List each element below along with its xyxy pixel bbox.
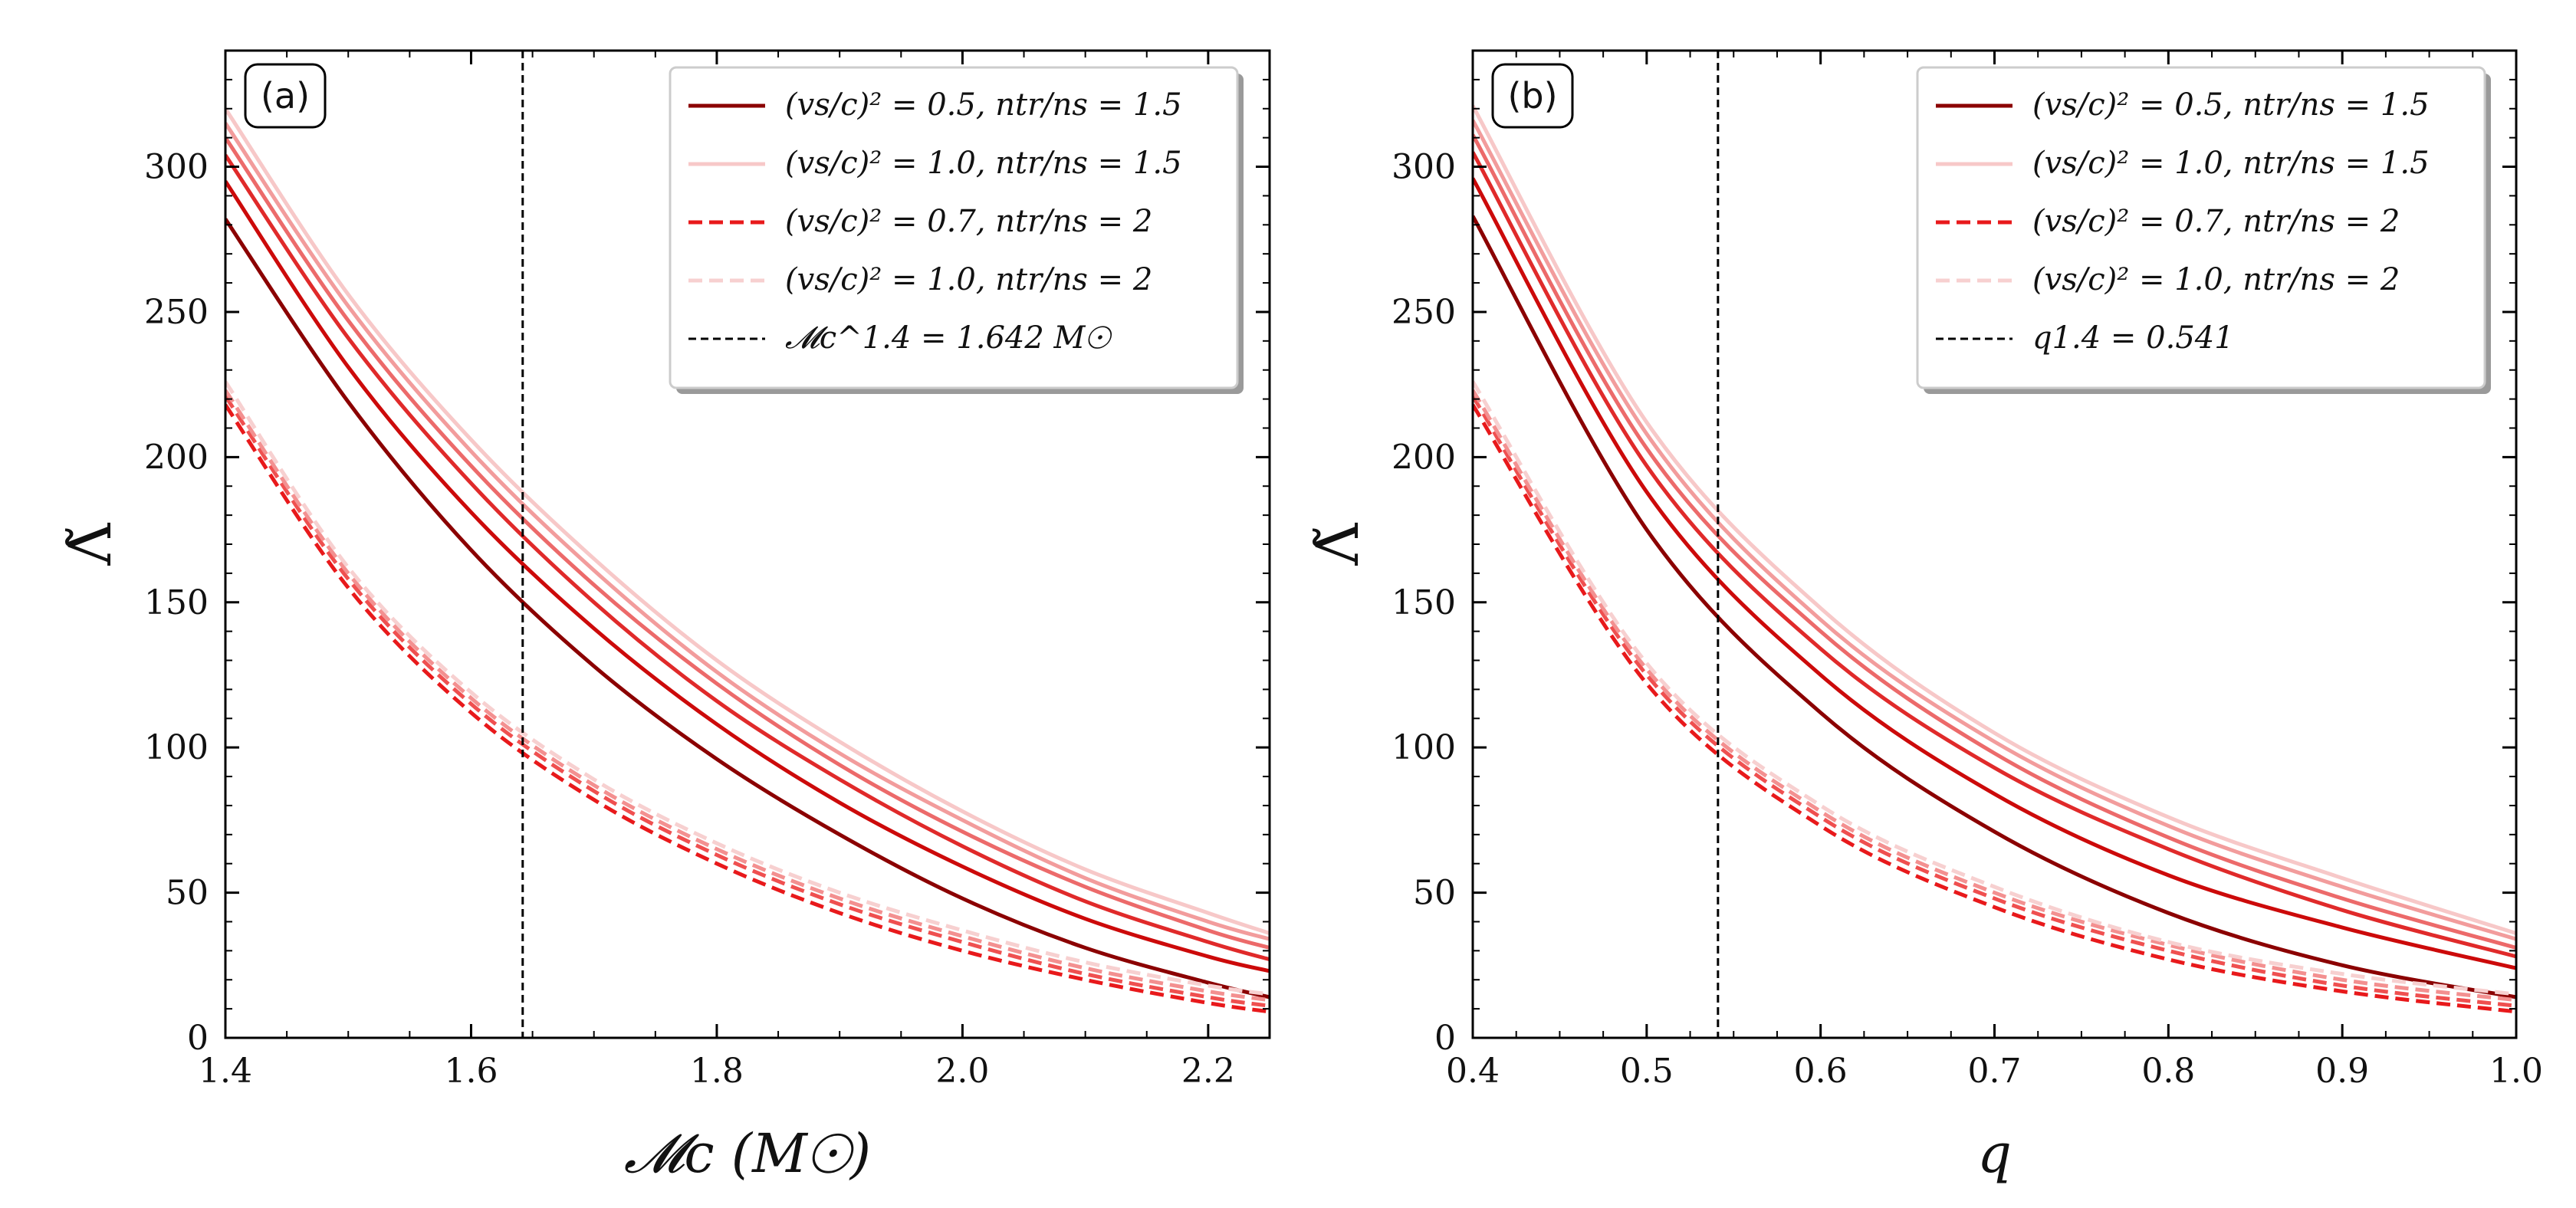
x-tick-label: 0.4: [1446, 1052, 1500, 1091]
y-tick-label: 250: [144, 293, 209, 332]
series-line-9: [1473, 380, 2516, 996]
series-line-1: [225, 180, 1270, 973]
series-line-5: [1473, 104, 2516, 936]
x-tick-label: 1.0: [2489, 1052, 2543, 1091]
legend-entry-label: q1.4 = 0.541: [2032, 320, 2234, 356]
panel-tag: (b): [1491, 63, 1574, 129]
y-tick-label: 300: [144, 148, 209, 187]
series-line-8: [1473, 389, 2516, 1003]
series-line-1: [1473, 177, 2516, 970]
panel-b: 0.4 0.5 0.6 0.7 0.8 0.9 1.0 0 50 100 150 200 250 300 q…: [1303, 49, 2543, 1185]
panel-a: 1.4 1.6 1.8 2.0 2.2 0 50 100 150 200 250 300 𝓜c (M☉)…: [56, 49, 1271, 1185]
y-tick-label: 200: [1392, 438, 1456, 477]
x-tick-label: 0.8: [2141, 1052, 2195, 1091]
legend-entry-label: (vs/c)² = 0.5, ntr/ns = 1.5: [785, 87, 1182, 123]
legend-entry-label: (vs/c)² = 1.0, ntr/ns = 1.5: [785, 146, 1182, 181]
y-tick-label: 250: [1392, 293, 1456, 332]
y-tick-label: 300: [1392, 148, 1456, 187]
y-axis-label: Λ̃: [56, 522, 124, 566]
y-tick-label: 100: [144, 728, 209, 767]
x-tick-label: 0.7: [1968, 1052, 2022, 1091]
x-axis-label: 𝓜c (M☉): [624, 1122, 871, 1185]
panel-tag: (a): [244, 63, 327, 129]
series-line-7: [225, 395, 1270, 1008]
legend: (vs/c)² = 0.5, ntr/ns = 1.5 (vs/c)² = 1.0…: [1916, 66, 2491, 394]
series-line-3: [1473, 133, 2516, 950]
series-group: [1473, 104, 2516, 1014]
series-line-8: [225, 389, 1270, 1003]
series-line-9: [225, 380, 1270, 996]
y-tick-label: 50: [1413, 874, 1456, 913]
series-line-3: [225, 136, 1270, 950]
x-axis-label: q: [1977, 1122, 2012, 1185]
y-tick-label: 150: [144, 583, 209, 622]
y-tick-label: 200: [144, 438, 209, 477]
x-tick-label: 1.6: [444, 1052, 498, 1091]
series-line-4: [225, 122, 1270, 941]
panel-tag-box: [244, 63, 327, 129]
legend-entry-label: 𝓜c^1.4 = 1.642 M☉: [785, 320, 1112, 356]
x-tick-label: 1.4: [199, 1052, 252, 1091]
x-tick-label: 0.6: [1794, 1052, 1848, 1091]
series-line-2: [225, 153, 1270, 962]
legend-entry-label: (vs/c)² = 1.0, ntr/ns = 2: [785, 262, 1152, 297]
x-tick-label: 1.8: [690, 1052, 744, 1091]
y-tick-label: 0: [1434, 1019, 1456, 1058]
series-line-6: [1473, 403, 2516, 1014]
panel-tag-box: [1491, 63, 1574, 129]
y-tick-label: 100: [1392, 728, 1456, 767]
legend-box: [1916, 66, 2486, 389]
legend-entry-label: (vs/c)² = 1.0, ntr/ns = 1.5: [2032, 146, 2430, 181]
y-tick-label: 150: [1392, 583, 1456, 622]
y-tick-label: 50: [166, 874, 209, 913]
series-line-6: [225, 403, 1270, 1014]
panel-tag-label: (a): [261, 75, 310, 117]
x-tick-label: 2.0: [935, 1052, 989, 1091]
series-line-0: [225, 218, 1270, 1000]
y-tick-label: 0: [187, 1019, 209, 1058]
legend-entry-label: (vs/c)² = 1.0, ntr/ns = 2: [2032, 262, 2400, 297]
x-tick-label: 0.9: [2315, 1052, 2369, 1091]
series-line-5: [225, 107, 1270, 935]
series-line-4: [1473, 119, 2516, 941]
panel-tag-label: (b): [1507, 75, 1557, 117]
series-line-7: [1473, 395, 2516, 1008]
legend-entry-label: (vs/c)² = 0.7, ntr/ns = 2: [785, 204, 1152, 239]
x-tick-label: 0.5: [1620, 1052, 1674, 1091]
series-line-0: [1473, 215, 2516, 1000]
series-group: [225, 107, 1270, 1014]
legend-box: [669, 66, 1239, 389]
legend: (vs/c)² = 0.5, ntr/ns = 1.5 (vs/c)² = 1.0…: [669, 66, 1244, 394]
y-axis-label: Λ̃: [1303, 522, 1372, 566]
legend-entry-label: (vs/c)² = 0.5, ntr/ns = 1.5: [2032, 87, 2430, 123]
x-tick-label: 2.2: [1181, 1052, 1235, 1091]
series-line-2: [1473, 151, 2516, 959]
legend-entry-label: (vs/c)² = 0.7, ntr/ns = 2: [2032, 204, 2400, 239]
